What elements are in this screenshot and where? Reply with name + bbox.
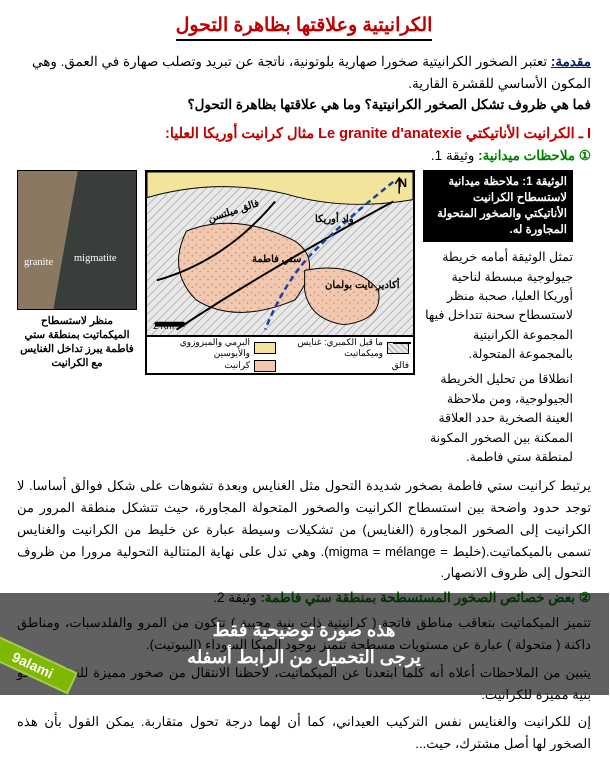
side-paragraph-1: تمثل الوثيقة أمامه خريطة جيولوجية مبسطة … xyxy=(424,248,574,364)
photo-caption: منظر لاستسطاح الميكماتيت بمنطقة ستي فاطم… xyxy=(18,314,138,371)
scale-label: 2 Km xyxy=(154,321,175,331)
photo-label-migmatite: migmatite xyxy=(75,253,118,264)
intro-body: تعتبر الصخور الكرانيتية صخورا صهارية بلو… xyxy=(33,54,592,91)
overlay-line-2: يرجى التحميل من الرابط أسفله xyxy=(188,647,422,668)
photo-label-granite: granite xyxy=(25,257,54,268)
document-1-box: الوثيقة 1: ملاحظة ميدانية لاستسطاح الكرا… xyxy=(424,170,574,242)
intro-paragraph: مقدمة: تعتبر الصخور الكرانيتية صخورا صها… xyxy=(18,51,592,116)
north-label: N xyxy=(399,176,408,190)
side-text: الوثيقة 1: ملاحظة ميدانية لاستسطاح الكرا… xyxy=(424,170,574,468)
intro-question: فما هي ظروف تشكل الصخور الكرانيتية؟ وما … xyxy=(188,97,592,112)
paragraph-1: يرتبط كرانيت ستي فاطمة بصخور شديدة التحو… xyxy=(18,475,592,584)
subheading-1: ① ملاحظات ميدانية: وثيقة 1. xyxy=(18,148,592,164)
page-title: الكرانيتية وعلاقتها بظاهرة التحول xyxy=(177,14,434,41)
photo-column: granite migmatite منظر لاستسطاح الميكمات… xyxy=(18,170,138,468)
map-label-agadir: أكادير نايت بولمان xyxy=(326,280,401,291)
intro-label: مقدمة: xyxy=(552,54,592,69)
map-column: N 2 Km واد أوريكا فالق ميلتسن ستي فاطمة … xyxy=(146,170,416,468)
figure-row: granite migmatite منظر لاستسطاح الميكمات… xyxy=(18,170,592,468)
overlay-line-1: هذه صورة توضيحية فقط xyxy=(214,620,397,641)
map-label-sti: ستي فاطمة xyxy=(253,254,302,265)
side-paragraph-2: انطلاقا من تحليل الخريطة الجيولوجية، ومن… xyxy=(424,370,574,467)
overlay-badge: 9alami xyxy=(0,636,79,695)
map-label-oued: واد أوريكا xyxy=(316,214,355,225)
paragraph-3b: إن للكرانيت والغنايس نفس التركيب العيدان… xyxy=(18,711,592,755)
rock-photo: granite migmatite xyxy=(18,170,138,310)
section-1-heading: I ـ الكرانيت الأناتيكتي Le granite d'ana… xyxy=(18,126,592,142)
geological-map: N 2 Km واد أوريكا فالق ميلتسن ستي فاطمة … xyxy=(146,170,416,375)
watermark-overlay: هذه صورة توضيحية فقط يرجى التحميل من الر… xyxy=(0,593,610,695)
map-legend: ما قبل الكمبري: غنايس وميكماتيت البرمي و… xyxy=(148,335,414,373)
